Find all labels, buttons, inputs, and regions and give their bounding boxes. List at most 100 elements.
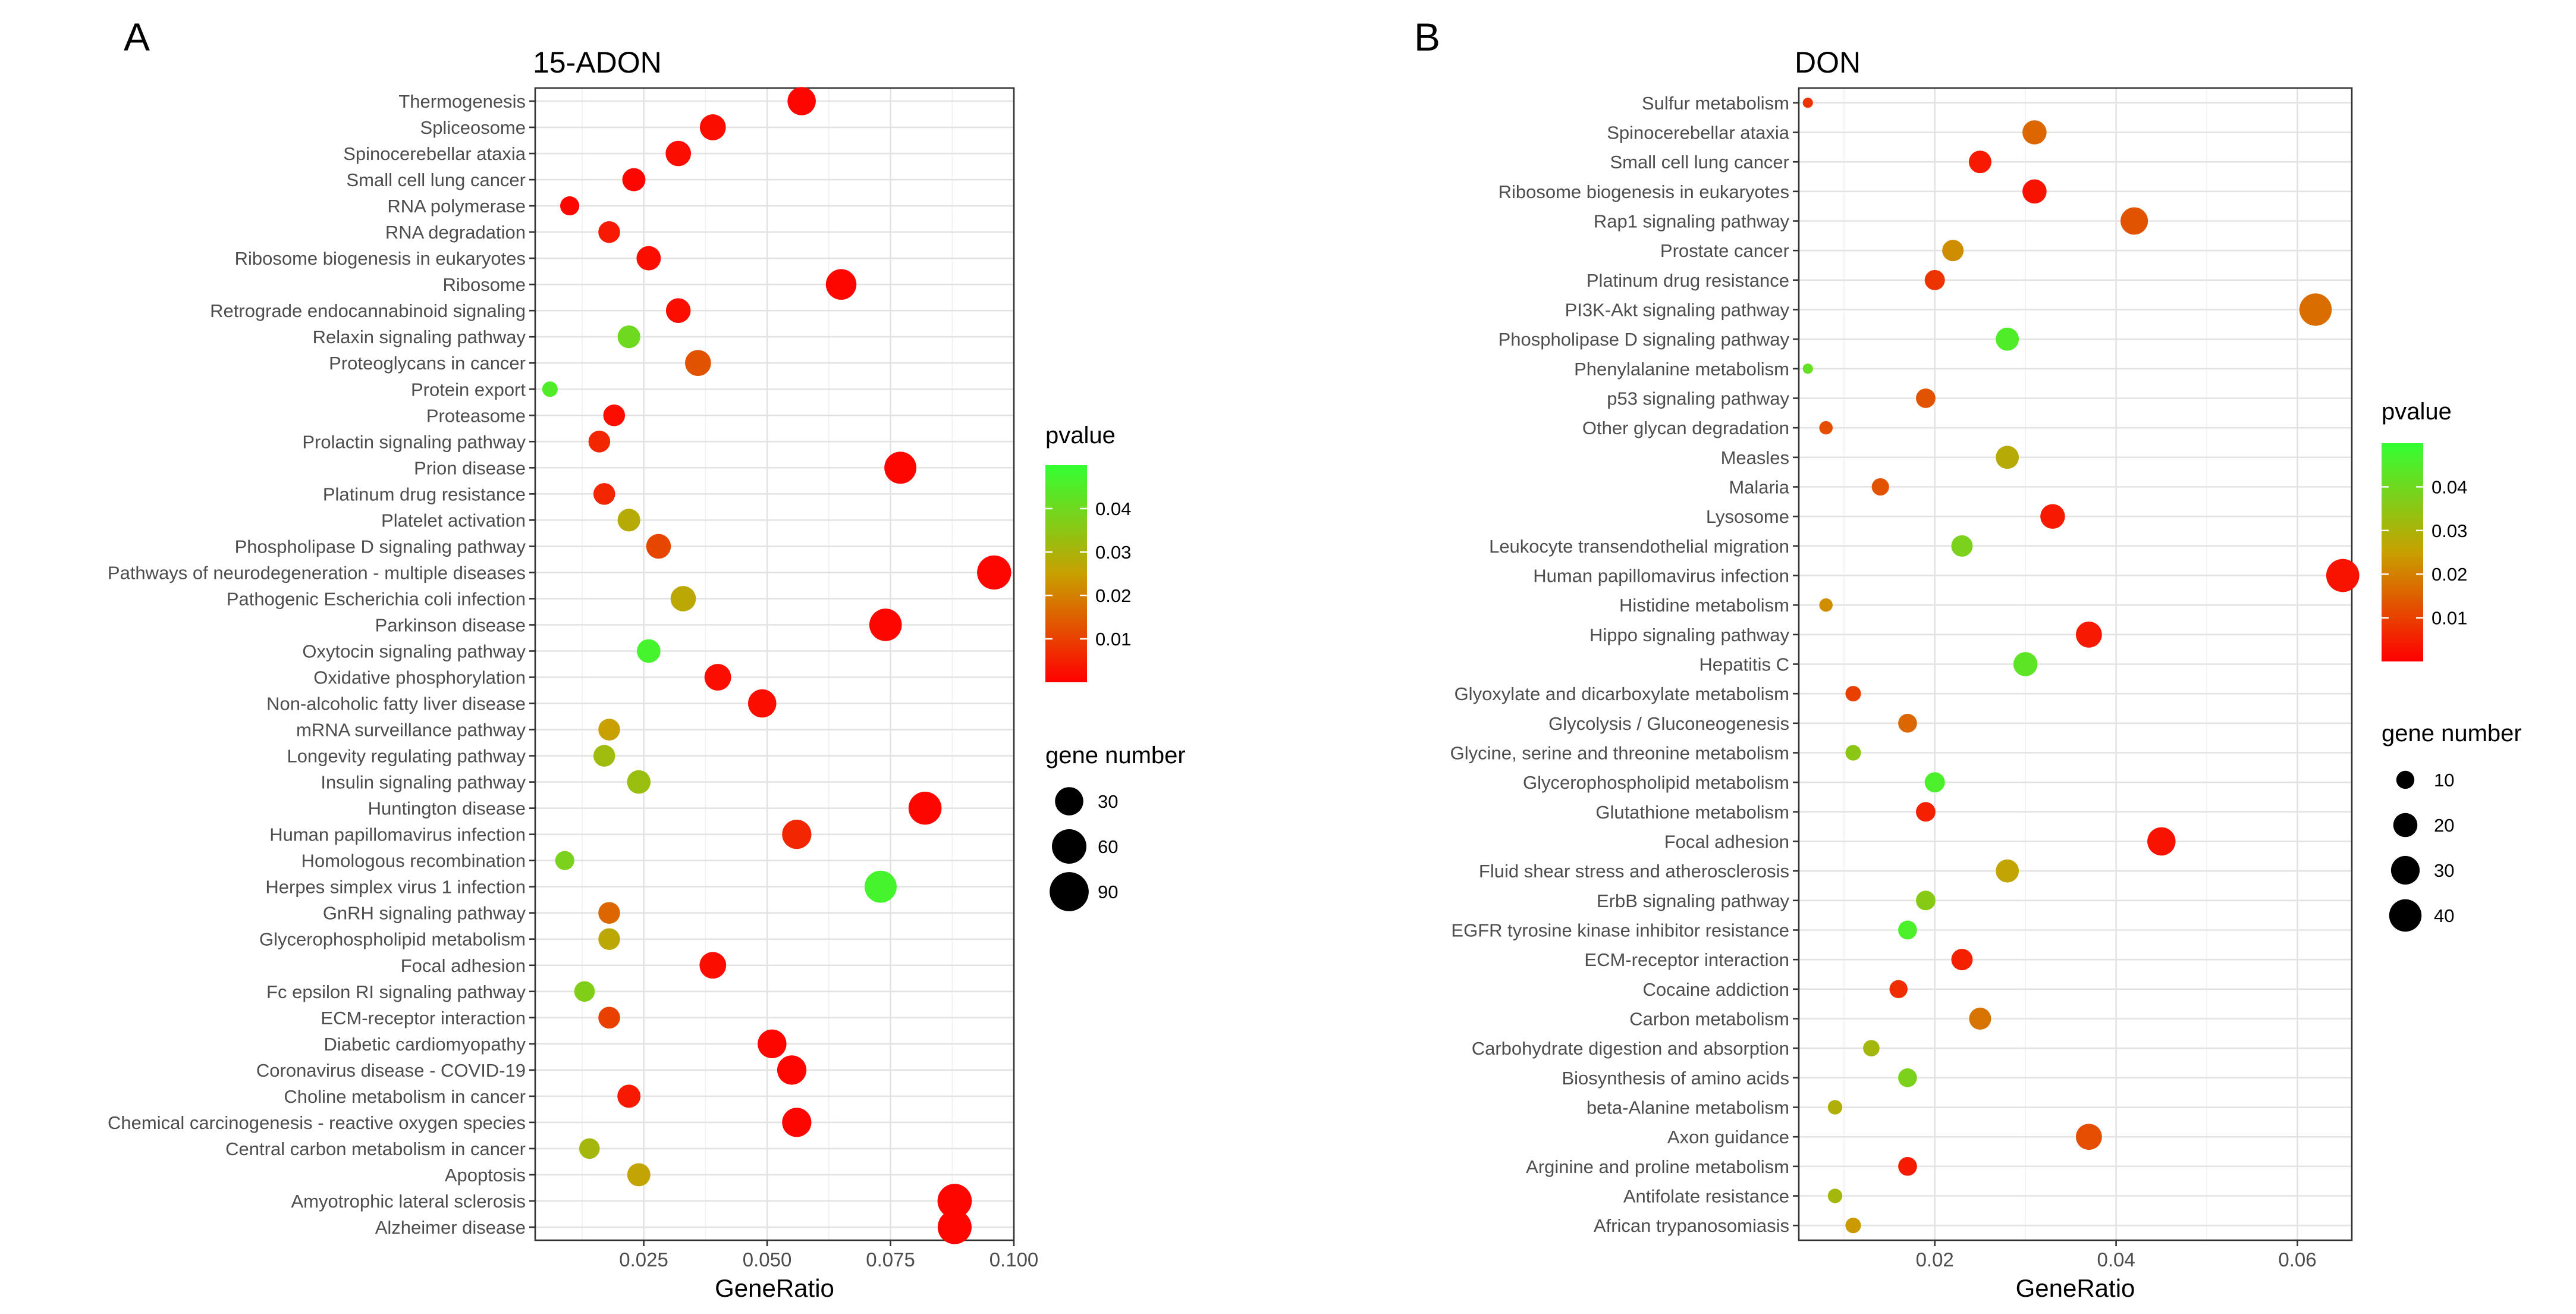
y-tick-label: Carbohydrate digestion and absorption — [1472, 1038, 1789, 1059]
data-point — [2075, 621, 2102, 648]
size-legend-label: 60 — [1098, 836, 1118, 857]
x-axis-label: GeneRatio — [2016, 1274, 2135, 1302]
size-legend-key — [1052, 829, 1086, 864]
y-tick-label: Relaxin signaling pathway — [313, 327, 526, 347]
data-point — [542, 381, 558, 397]
y-tick-label: ECM-receptor interaction — [321, 1008, 526, 1028]
y-tick-label: Platinum drug resistance — [1587, 270, 1789, 291]
y-tick-label: Insulin signaling pathway — [321, 772, 526, 793]
y-tick-label: Alzheimer disease — [375, 1217, 526, 1238]
size-legend-key — [1050, 872, 1089, 911]
y-tick-label: Focal adhesion — [1664, 832, 1789, 852]
data-point — [1819, 421, 1833, 435]
y-tick-label: Prion disease — [414, 457, 526, 478]
pvalue-colorbar — [1045, 465, 1087, 682]
data-point — [1951, 535, 1973, 557]
data-point — [1951, 949, 1973, 971]
data-point — [1916, 388, 1936, 408]
data-point — [622, 168, 646, 192]
data-point — [627, 770, 651, 794]
y-tick-label: PI3K-Akt signaling pathway — [1565, 300, 1790, 321]
y-tick-label: Parkinson disease — [375, 614, 526, 635]
y-tick-label: Hepatitis C — [1699, 654, 1789, 675]
colorbar-tick-label: 0.01 — [2432, 608, 2467, 629]
data-point — [1871, 478, 1889, 496]
data-point — [825, 269, 857, 300]
y-tick-label: Oxidative phosphorylation — [313, 667, 526, 688]
data-point — [1924, 269, 1945, 290]
y-tick-label: Phospholipase D signaling pathway — [235, 536, 526, 557]
y-tick-label: Apoptosis — [445, 1165, 526, 1186]
data-point — [2147, 827, 2176, 856]
x-tick-label: 0.04 — [2097, 1249, 2135, 1271]
data-point — [777, 1055, 807, 1085]
colorbar-tick-label: 0.03 — [1095, 542, 1131, 563]
data-point — [1942, 240, 1964, 262]
y-tick-label: Leukocyte transendothelial migration — [1489, 536, 1789, 557]
y-tick-label: Glyoxylate and dicarboxylate metabolism — [1455, 683, 1789, 704]
data-point — [636, 246, 661, 271]
panel-label: A — [124, 15, 150, 59]
data-point — [1916, 890, 1936, 911]
data-point — [747, 689, 777, 718]
data-point — [2326, 559, 2360, 592]
y-tick-label: Homologous recombination — [301, 851, 526, 871]
x-tick-label: 0.02 — [1916, 1249, 1954, 1271]
data-point — [579, 1138, 600, 1159]
data-point — [665, 140, 692, 167]
data-point — [1916, 802, 1936, 822]
y-tick-label: Cocaine addiction — [1643, 979, 1789, 1000]
data-point — [598, 928, 620, 951]
x-axis-label: GeneRatio — [715, 1274, 834, 1302]
data-point — [1968, 150, 1991, 174]
y-tick-label: Platelet activation — [381, 510, 526, 531]
data-point — [588, 431, 611, 453]
data-point — [598, 902, 620, 924]
data-point — [1969, 1007, 1991, 1030]
data-point — [646, 534, 671, 559]
size-legend-key — [2390, 855, 2420, 885]
y-tick-label: Glycerophospholipid metabolism — [1523, 772, 1789, 793]
colorbar-tick-label: 0.02 — [1095, 585, 1131, 606]
size-legend-key — [2393, 813, 2418, 838]
chart-title: 15-ADON — [533, 46, 662, 79]
panel-label: B — [1414, 15, 1440, 59]
y-tick-label: Thermogenesis — [398, 91, 526, 112]
data-point — [2022, 120, 2047, 145]
size-legend-label: 90 — [1098, 882, 1118, 902]
y-tick-label: mRNA surveillance pathway — [296, 720, 526, 741]
size-legend-key — [2396, 770, 2415, 789]
y-tick-label: Glutathione metabolism — [1595, 802, 1789, 823]
y-tick-label: Glycine, serine and threonine metabolism — [1450, 743, 1789, 764]
y-tick-label: RNA polymerase — [387, 196, 526, 217]
chart-title: DON — [1795, 46, 1861, 79]
y-tick-label: Chemical carcinogenesis - reactive oxyge… — [108, 1112, 526, 1133]
data-point — [699, 114, 726, 140]
y-tick-label: Coronavirus disease - COVID-19 — [256, 1060, 526, 1081]
data-point — [884, 451, 917, 484]
y-tick-label: Glycolysis / Gluconeogenesis — [1548, 713, 1789, 734]
panel-b: B DON Sulfur metabolism Spinocerebellar ata… — [1414, 15, 2522, 1302]
y-tick-label: Oxytocin signaling pathway — [302, 641, 526, 661]
data-point — [670, 586, 696, 611]
data-point — [603, 404, 626, 426]
y-tick-label: Small cell lung cancer — [346, 170, 526, 190]
pvalue-legend-title: pvalue — [2382, 399, 2452, 425]
data-point — [1996, 327, 2019, 351]
y-tick-label: Retrograde endocannabinoid signaling — [210, 300, 526, 321]
y-tick-label: Prostate cancer — [1660, 240, 1789, 261]
data-point — [704, 664, 731, 691]
y-tick-label: beta-Alanine metabolism — [1587, 1097, 1789, 1118]
data-point — [758, 1029, 787, 1059]
colorbar-tick-label: 0.02 — [2432, 564, 2467, 585]
y-tick-label: Rap1 signaling pathway — [1594, 211, 1790, 232]
data-point — [1845, 1218, 1861, 1234]
y-tick-label: Ribosome biogenesis in eukaryotes — [1499, 181, 1789, 202]
data-point — [598, 221, 620, 243]
colorbar-tick-label: 0.03 — [2432, 520, 2467, 541]
y-tick-label: Malaria — [1729, 477, 1789, 498]
y-tick-label: Amyotrophic lateral sclerosis — [291, 1191, 526, 1212]
y-tick-label: Fc epsilon RI signaling pathway — [266, 981, 526, 1002]
y-tick-label: Axon guidance — [1667, 1127, 1789, 1147]
